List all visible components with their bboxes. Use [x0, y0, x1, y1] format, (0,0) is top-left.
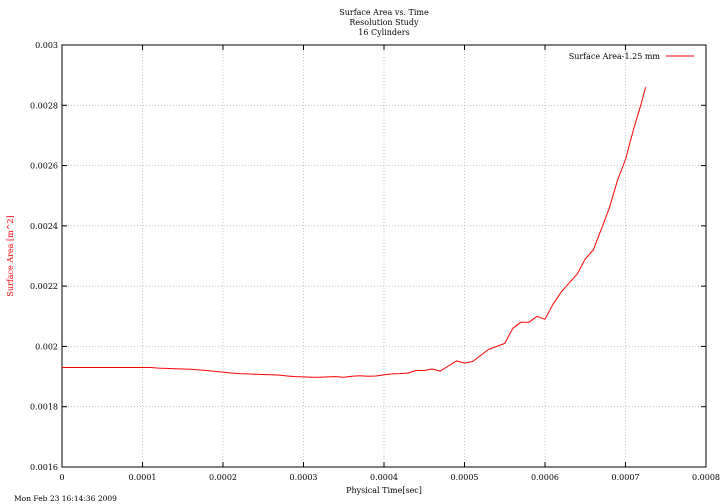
grid-lines	[62, 45, 706, 467]
x-tick-label: 0.0001	[129, 473, 157, 482]
y-tick-label: 0.0028	[30, 101, 58, 110]
x-tick-label: 0.0005	[451, 473, 479, 482]
chart-title-line-2: Resolution Study	[349, 18, 419, 27]
y-tick-labels: 0.0016 0.0018 0.002 0.0022 0.0024 0.0026 0.002…	[30, 41, 58, 472]
legend: Surface Area-1.25 mm	[569, 52, 694, 61]
y-tick-label: 0.0022	[30, 282, 58, 291]
series-line-surface-area	[62, 87, 647, 378]
x-axis-label: Physical Time[sec]	[346, 486, 422, 495]
x-tick-label: 0.0008	[692, 473, 720, 482]
axis-ticks	[61, 44, 707, 468]
y-tick-label: 0.0026	[30, 162, 58, 171]
x-tick-labels: 0 0.0001 0.0002 0.0003 0.0004 0.0005 0.0006 0.0…	[59, 473, 720, 482]
y-tick-label: 0.0024	[30, 222, 58, 231]
y-tick-label: 0.002	[35, 342, 58, 351]
x-tick-label: 0.0003	[290, 473, 318, 482]
legend-label: Surface Area-1.25 mm	[569, 52, 661, 61]
y-tick-label: 0.0016	[30, 463, 58, 472]
y-axis-label: Surface Area [m^2]	[6, 215, 15, 296]
x-tick-label: 0.0004	[370, 473, 398, 482]
x-tick-label: 0	[59, 473, 64, 482]
chart-title-line-1: Surface Area vs. Time	[339, 8, 429, 17]
x-tick-label: 0.0006	[531, 473, 559, 482]
x-tick-label: 0.0007	[612, 473, 640, 482]
timestamp-label: Mon Feb 23 16:14:36 2009	[14, 494, 117, 503]
x-tick-label: 0.0002	[209, 473, 237, 482]
chart-title-line-3: 16 Cylinders	[358, 28, 409, 37]
y-tick-label: 0.003	[35, 41, 58, 50]
y-tick-label: 0.0018	[30, 403, 58, 412]
